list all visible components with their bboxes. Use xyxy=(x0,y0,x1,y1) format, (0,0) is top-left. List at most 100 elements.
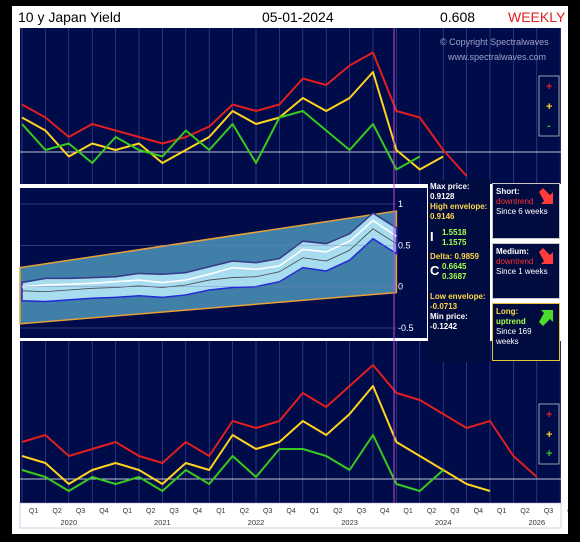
medium-trend-label: Medium: xyxy=(496,247,529,256)
medium-trend-since: Since 1 weeks xyxy=(496,267,548,276)
price-line xyxy=(21,219,397,288)
price-tick-label: 0 xyxy=(398,282,403,292)
high-envelope-label: High envelope: xyxy=(430,202,488,211)
quarter-label: Q2 xyxy=(520,508,529,515)
watermark-copyright: © Copyright Spectralwaves xyxy=(440,37,549,47)
down-arrow-icon xyxy=(539,188,553,204)
year-label: 2020 xyxy=(60,518,77,527)
quarter-label: Q4 xyxy=(474,508,483,515)
c-value-2: 0.3687 xyxy=(442,272,467,281)
max-price-label: Max price: xyxy=(430,182,470,191)
long-trend-box: Long: uptrend Since 169 weeks xyxy=(492,303,560,361)
year-label: 2026 xyxy=(528,518,545,527)
instrument-title: 10 y Japan Yield xyxy=(18,9,121,25)
quarter-label: Q4 xyxy=(380,508,389,515)
top-legend-box xyxy=(538,75,560,137)
quarter-label: Q2 xyxy=(146,508,155,515)
long-trend-since: Since 169 weeks xyxy=(496,327,532,346)
quarter-label: Q4 xyxy=(286,508,295,515)
quarter-label: Q1 xyxy=(310,508,319,515)
quarter-label: Q2 xyxy=(240,508,249,515)
year-label: 2023 xyxy=(341,518,358,527)
year-label: 2024 xyxy=(435,518,452,527)
long-trend-direction: uptrend xyxy=(496,317,526,326)
quarter-label: Q2 xyxy=(52,508,61,515)
c-label: C xyxy=(430,263,440,278)
price-tick-label: -0.5 xyxy=(398,323,414,333)
medium-oscillator-line xyxy=(21,385,491,492)
low-envelope-value: -0.0713 xyxy=(430,302,458,311)
quarter-label: Q1 xyxy=(29,508,38,515)
price-envelope-layer xyxy=(19,203,398,329)
price-tick-label: 0.5 xyxy=(398,240,411,250)
top-gridlines xyxy=(20,28,561,184)
low-envelope-label: Low envelope: xyxy=(430,292,486,301)
quarter-label: Q4 xyxy=(567,508,568,515)
i-value-2: 1.1575 xyxy=(442,238,467,247)
min-price-value: -0.1242 xyxy=(430,322,458,331)
price-tick-label: 1 xyxy=(398,199,403,209)
medium-oscillator-line xyxy=(21,71,444,171)
short-trend-direction: downtrend xyxy=(496,197,534,206)
long-oscillator-line xyxy=(21,51,468,177)
c-value-1: 0.6645 xyxy=(442,262,467,271)
quarter-label: Q4 xyxy=(193,508,202,515)
quarter-label: Q1 xyxy=(123,508,132,515)
up-arrow-icon xyxy=(539,310,553,326)
delta-label: Delta: xyxy=(430,252,453,261)
time-axis-labels: Q1 Q2 Q3 Q4 Q1 Q2 Q3 Q4 Q1 Q2 Q3 Q4 Q1 Q2 Q3 Q4 Q1 Q2 Q3 Q4… xyxy=(29,508,568,527)
bottom-legend-long: + xyxy=(546,409,552,421)
price-info-box: Max price: 0.9128 High envelope: 0.9146 … xyxy=(428,180,490,362)
short-trend-label: Short: xyxy=(496,187,520,196)
quarter-label: Q1 xyxy=(216,508,225,515)
medium-trend-box: Medium: downtrend Since 1 weeks xyxy=(492,243,560,299)
top-legend-medium: + xyxy=(546,101,552,113)
quarter-label: Q1 xyxy=(497,508,506,515)
quarter-label: Q3 xyxy=(263,508,272,515)
timeframe-label: WEEKLY xyxy=(508,9,566,25)
bottom-oscillator-panel xyxy=(20,341,561,503)
chart-header: 10 y Japan Yield 05-01-2024 0.608 WEEKLY xyxy=(12,6,568,28)
quarter-label: Q3 xyxy=(169,508,178,515)
quarter-label: Q3 xyxy=(544,508,553,515)
band-lower-line xyxy=(21,228,397,293)
high-envelope-value: 0.9146 xyxy=(430,212,455,221)
quarter-label: Q2 xyxy=(427,508,436,515)
current-price: 0.608 xyxy=(440,9,476,25)
bottom-legend-medium: + xyxy=(546,429,552,441)
short-trend-box: Short: downtrend Since 6 weeks xyxy=(492,183,560,239)
quarter-label: Q2 xyxy=(333,508,342,515)
bottom-legend-short: + xyxy=(546,448,552,460)
delta-value: 0.9859 xyxy=(454,252,479,261)
time-axis xyxy=(19,502,562,529)
top-oscillator-panel xyxy=(20,28,561,184)
watermark-url: www.spectralwaves.com xyxy=(447,52,546,62)
quarter-label: Q3 xyxy=(357,508,366,515)
top-legend-long: + xyxy=(546,81,552,93)
short-oscillator-line xyxy=(21,434,444,492)
min-price-label: Min price: xyxy=(430,312,468,321)
bottom-legend-box xyxy=(538,403,560,465)
quarter-label: Q4 xyxy=(99,508,108,515)
top-oscillator-lines xyxy=(21,51,468,177)
i-value-1: 1.5518 xyxy=(442,228,467,237)
year-label: 2021 xyxy=(154,518,171,527)
long-trend-label: Long: xyxy=(496,307,519,316)
bottom-oscillator-lines xyxy=(21,364,538,492)
year-label: 2022 xyxy=(248,518,265,527)
i-label: I xyxy=(430,229,434,244)
quarter-label: Q3 xyxy=(450,508,459,515)
short-oscillator-line xyxy=(21,110,421,171)
short-trend-since: Since 6 weeks xyxy=(496,207,548,216)
top-legend-short: - xyxy=(547,120,551,132)
chart-svg: © Copyright Spectralwaves www.spectralwa… xyxy=(19,28,568,529)
down-arrow-icon xyxy=(539,248,553,264)
c-row: C 0.6645 0.3687 xyxy=(430,262,488,284)
band-upper-line xyxy=(21,212,397,283)
quarter-label: Q3 xyxy=(76,508,85,515)
i-row: I 1.5518 1.1575 xyxy=(430,228,488,250)
chart-frame: 10 y Japan Yield 05-01-2024 0.608 WEEKLY… xyxy=(12,6,568,534)
quarter-label: Q1 xyxy=(403,508,412,515)
medium-trend-direction: downtrend xyxy=(496,257,534,266)
long-oscillator-line xyxy=(21,364,538,478)
